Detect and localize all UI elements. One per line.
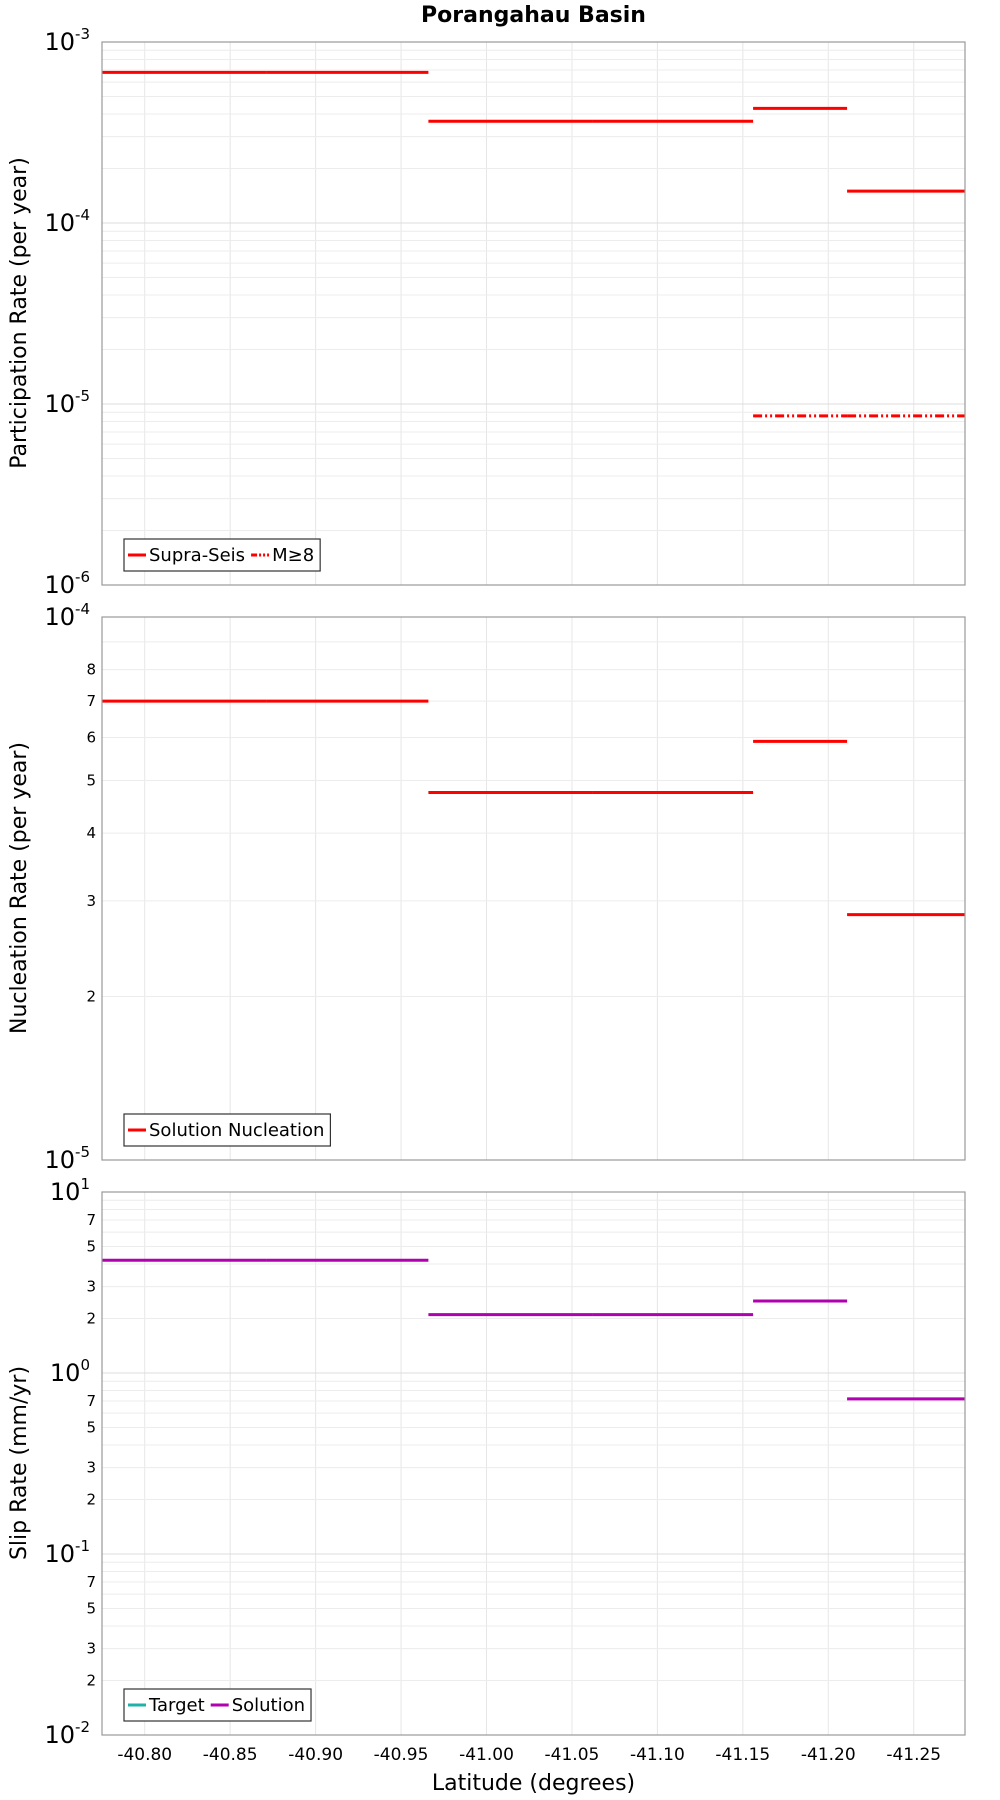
panel-3: 10-2 10-1 100 101 2 3 5 7 2 3 5 7 2 3 5 7 Slip Rate (mm/…	[7, 1175, 966, 1796]
y-tick-label: 10-1	[44, 1537, 90, 1568]
legend-label: M≥8	[272, 545, 314, 566]
panel-1: 10-6 10-5 10-4 10-3 Participation Rate (per …	[7, 3, 966, 599]
x-tick-label: -40.95	[374, 1745, 429, 1765]
y-tick-label: 10-2	[44, 1718, 90, 1749]
legend: Supra-Seis M≥8	[123, 538, 321, 572]
y-minor-tick-label: 3	[86, 892, 96, 910]
x-tick-label: -41.00	[459, 1745, 514, 1765]
y-minor-tick-label: 2	[86, 1672, 96, 1690]
y-minor-tick-label: 5	[86, 771, 96, 789]
y-minor-tick-label: 2	[86, 1310, 96, 1328]
y-minor-tick-label: 6	[86, 728, 96, 746]
legend-label: Target	[148, 1695, 205, 1716]
x-tick-label: -41.05	[545, 1745, 600, 1765]
legend: Solution Nucleation	[123, 1113, 332, 1147]
y-minor-tick-label: 7	[86, 1392, 96, 1410]
y-tick-label: 10-4	[44, 206, 90, 237]
x-tick-label: -40.80	[117, 1745, 172, 1765]
x-tick-label: -41.20	[801, 1745, 856, 1765]
plot-area	[102, 1192, 965, 1735]
y-minor-tick-label: 3	[86, 1278, 96, 1296]
y-axis-label: Slip Rate (mm/yr)	[7, 1366, 32, 1560]
y-minor-tick-label: 4	[86, 824, 96, 842]
y-minor-tick-label: 3	[86, 1640, 96, 1658]
y-tick-label: 10-5	[44, 387, 90, 418]
y-minor-tick-label: 7	[86, 1573, 96, 1591]
y-minor-tick-label: 7	[86, 692, 96, 710]
legend-label: Supra-Seis	[149, 545, 245, 566]
x-axis-label: Latitude (degrees)	[432, 1771, 635, 1796]
x-tick-label: -41.10	[630, 1745, 685, 1765]
plot-border	[101, 41, 966, 586]
chart-title: Porangahau Basin	[421, 3, 646, 28]
legend-label: Solution Nucleation	[149, 1120, 324, 1141]
y-tick-label: 100	[50, 1356, 90, 1387]
y-minor-tick-label: 5	[86, 1237, 96, 1255]
plot-border	[101, 1191, 966, 1736]
legend-label: Solution	[232, 1695, 305, 1716]
x-tick-label: -40.85	[203, 1745, 258, 1765]
x-tick-label: -41.15	[715, 1745, 770, 1765]
y-tick-label: 10-4	[44, 600, 90, 631]
plot-area	[102, 617, 965, 1160]
plot-area	[102, 42, 965, 585]
panel-2: 10-5 10-4 2 3 4 5 6 7 8 Nucleation Rate (per year…	[7, 600, 966, 1174]
y-tick-label: 10-5	[44, 1143, 90, 1174]
legend: Target Solution	[123, 1688, 312, 1722]
legend-box	[123, 1113, 332, 1147]
y-axis-label: Participation Rate (per year)	[7, 157, 32, 469]
y-minor-tick-label: 5	[86, 1599, 96, 1617]
x-tick-label: -40.90	[288, 1745, 343, 1765]
y-minor-tick-label: 8	[86, 661, 96, 679]
y-minor-tick-label: 2	[86, 1491, 96, 1509]
y-tick-label: 10-6	[44, 568, 90, 599]
y-minor-tick-label: 2	[86, 988, 96, 1006]
plot-border	[101, 616, 966, 1161]
y-minor-tick-label: 3	[86, 1459, 96, 1477]
y-minor-tick-label: 5	[86, 1418, 96, 1436]
y-tick-label: 101	[50, 1175, 90, 1206]
legend-box	[123, 538, 321, 572]
y-tick-label: 10-3	[44, 25, 90, 56]
y-minor-tick-label: 7	[86, 1211, 96, 1229]
x-tick-label: -41.25	[886, 1745, 941, 1765]
y-axis-label: Nucleation Rate (per year)	[7, 742, 32, 1034]
